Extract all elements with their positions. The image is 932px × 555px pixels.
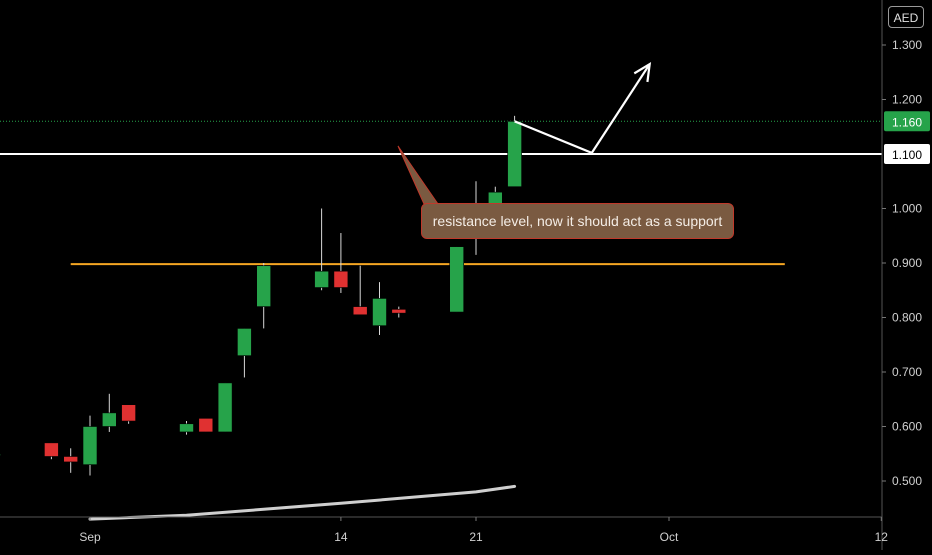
- last-price-badge: 1.160: [884, 111, 930, 132]
- candle: [352, 265, 368, 316]
- candle: [333, 233, 349, 293]
- candle-body: [507, 121, 522, 188]
- candle-body: [237, 328, 252, 356]
- candle: [121, 404, 136, 424]
- candle-body: [391, 309, 407, 314]
- moving-average-line: [88, 484, 517, 521]
- time-tick-label: Sep: [79, 530, 101, 544]
- candle-body: [198, 418, 214, 433]
- candle: [391, 306, 407, 318]
- candle: [0, 453, 1, 457]
- candle-body: [102, 412, 117, 427]
- candle-body: [179, 423, 194, 433]
- candle-body: [314, 270, 329, 288]
- candle: [217, 382, 233, 433]
- candle-body: [0, 453, 1, 457]
- candle-body: [44, 442, 59, 457]
- price-tick-label: 0.500: [892, 474, 922, 488]
- candle: [102, 393, 117, 432]
- time-tick-label: Oct: [660, 530, 679, 544]
- annotation-callout[interactable]: resistance level, now it should act as a…: [421, 203, 734, 239]
- time-tick-label: 14: [334, 530, 348, 544]
- candle: [314, 208, 329, 291]
- candle: [179, 421, 194, 435]
- candle-body: [256, 265, 272, 307]
- resistance-level-badge-bg: [884, 144, 930, 164]
- candle-body: [121, 404, 136, 422]
- candle: [449, 246, 465, 313]
- candle-body: [352, 306, 368, 316]
- candle-body: [217, 382, 233, 433]
- candle-body: [449, 246, 465, 313]
- candle-body: [82, 426, 98, 465]
- candle-body: [333, 270, 349, 288]
- resistance-level-badge: 1.100: [884, 144, 930, 164]
- time-tick-label: 21: [469, 530, 483, 544]
- last-price-badge-bg: [884, 111, 930, 132]
- candle-body: [63, 456, 79, 463]
- price-tick-label: 1.000: [892, 202, 922, 216]
- resistance-level-value: 1.100: [892, 148, 922, 162]
- currency-selector[interactable]: AED: [888, 6, 924, 28]
- candle: [256, 263, 272, 329]
- candle: [44, 442, 59, 460]
- candle: [198, 418, 214, 433]
- price-tick-label: 0.700: [892, 365, 922, 379]
- price-tick-label: 1.300: [892, 38, 922, 52]
- price-tick-label: 1.200: [892, 93, 922, 107]
- projection-arrow-head: [633, 61, 652, 83]
- candle: [507, 115, 522, 188]
- projection-arrow-path: [514, 63, 651, 155]
- candle: [63, 448, 79, 473]
- price-tick-label: 0.600: [892, 420, 922, 434]
- candle: [82, 415, 98, 476]
- last-price-value: 1.160: [892, 115, 922, 129]
- price-tick-label: 0.800: [892, 311, 922, 325]
- price-tick-label: 0.900: [892, 256, 922, 270]
- candle: [372, 282, 387, 335]
- candle-body: [372, 298, 387, 326]
- time-tick-label: 12: [875, 530, 889, 544]
- candle: [237, 328, 252, 378]
